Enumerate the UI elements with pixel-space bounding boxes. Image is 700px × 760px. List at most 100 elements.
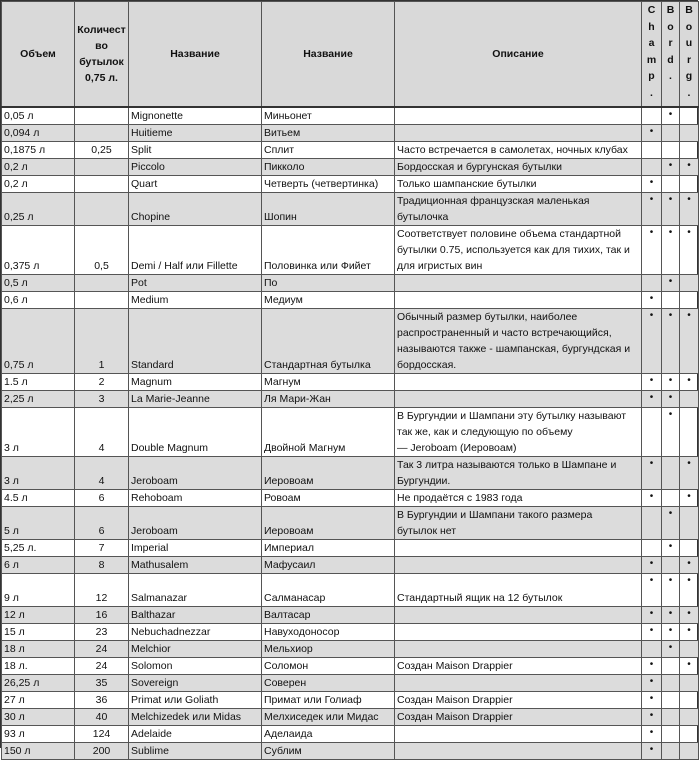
description-line: Так 3 литра называются только в Шампане … bbox=[397, 459, 617, 471]
bullet-mark-icon: • bbox=[649, 293, 654, 304]
champ-mark-cell bbox=[641, 158, 662, 176]
bullet-mark-icon: • bbox=[649, 558, 654, 569]
name-fr-cell: Mignonette bbox=[128, 106, 262, 125]
description-cell bbox=[394, 373, 642, 391]
description-cell bbox=[394, 742, 642, 760]
header-line: o bbox=[667, 20, 674, 33]
name-ru-cell: Иеровоам bbox=[261, 506, 395, 540]
description-cell: Часто встречается в самолетах, ночных кл… bbox=[394, 141, 642, 159]
count-cell: 7 bbox=[74, 539, 129, 557]
description-cell: Только шампанские бутылки bbox=[394, 175, 642, 193]
description-line: так же, как и следующую по объему bbox=[397, 426, 573, 438]
description-cell bbox=[394, 725, 642, 743]
bord-mark-cell: • bbox=[661, 192, 680, 226]
bullet-mark-icon: • bbox=[649, 227, 654, 238]
header-description: Описание bbox=[394, 1, 642, 108]
champ-mark-cell: • bbox=[641, 192, 662, 226]
description-cell bbox=[394, 674, 642, 692]
bourg-mark-cell bbox=[679, 124, 699, 142]
header-name-ru: Название bbox=[261, 1, 395, 108]
description-line: В Бургундии и Шампани эту бутылку называ… bbox=[397, 410, 627, 422]
name-fr-cell: Double Magnum bbox=[128, 407, 262, 457]
name-fr-cell: Demi / Half или Fillette bbox=[128, 225, 262, 275]
bullet-mark-icon: • bbox=[687, 491, 691, 502]
header-line: . bbox=[669, 70, 672, 82]
count-cell: 6 bbox=[74, 506, 129, 540]
count-cell: 8 bbox=[74, 556, 129, 574]
bourg-mark-cell: • bbox=[679, 623, 699, 641]
name-ru-cell: Мельхиор bbox=[261, 640, 395, 658]
description-line: Только шампанские бутылки bbox=[397, 178, 537, 190]
bord-mark-cell bbox=[661, 489, 680, 507]
bourg-mark-cell: • bbox=[679, 225, 699, 275]
count-cell bbox=[74, 274, 129, 292]
table-row: 93 л 124 Adelaide Аделаида • bbox=[1, 725, 699, 743]
name-fr-cell: Rehoboam bbox=[128, 489, 262, 507]
name-fr-cell: Magnum bbox=[128, 373, 262, 391]
name-fr-cell: Pot bbox=[128, 274, 262, 292]
bullet-mark-icon: • bbox=[668, 109, 673, 120]
count-cell bbox=[74, 175, 129, 193]
header-line: B bbox=[666, 4, 675, 16]
description-line: В Бургундии и Шампани такого размера bbox=[397, 509, 593, 521]
count-cell: 35 bbox=[74, 674, 129, 692]
name-fr-cell: Imperial bbox=[128, 539, 262, 557]
bord-mark-cell: • bbox=[661, 407, 680, 457]
bullet-mark-icon: • bbox=[649, 177, 654, 188]
bourg-mark-cell: • bbox=[679, 657, 699, 675]
name-fr-cell: Primat или Goliath bbox=[128, 691, 262, 709]
count-cell: 0,5 bbox=[74, 225, 129, 275]
bourg-mark-cell bbox=[679, 175, 699, 193]
header-line: во bbox=[95, 40, 108, 52]
description-cell: Не продаётся с 1983 года bbox=[394, 489, 642, 507]
bourg-mark-cell bbox=[679, 141, 699, 159]
champ-mark-cell: • bbox=[641, 742, 662, 760]
count-cell: 23 bbox=[74, 623, 129, 641]
bullet-mark-icon: • bbox=[668, 227, 673, 238]
description-cell: В Бургундии и Шампани такого размера буты… bbox=[394, 506, 642, 540]
description-line bbox=[397, 575, 639, 591]
description-line: Соответствует половине объема стандартно… bbox=[397, 228, 621, 240]
count-cell bbox=[74, 158, 129, 176]
count-cell: 6 bbox=[74, 489, 129, 507]
description-cell bbox=[394, 390, 642, 408]
name-ru-cell: Иеровоам bbox=[261, 456, 395, 490]
champ-mark-cell: • bbox=[641, 456, 662, 490]
description-line: Традиционная французская маленькая bbox=[397, 195, 590, 207]
bullet-mark-icon: • bbox=[668, 160, 673, 171]
volume-cell: 3 л bbox=[1, 407, 75, 457]
description-cell bbox=[394, 106, 642, 125]
name-ru-cell: Стандартная бутылка bbox=[261, 308, 395, 374]
count-cell: 1 bbox=[74, 308, 129, 374]
bullet-mark-icon: • bbox=[668, 642, 673, 653]
description-line: Бордосская и бургунская бутылки bbox=[397, 161, 562, 173]
bord-mark-cell bbox=[661, 691, 680, 709]
description-cell bbox=[394, 623, 642, 641]
bord-mark-cell bbox=[661, 725, 680, 743]
description-line: называются также - шампанская, бургундск… bbox=[397, 343, 631, 355]
bullet-mark-icon: • bbox=[687, 310, 691, 321]
description-cell: Обычный размер бутылки, наиболее распрост… bbox=[394, 308, 642, 374]
champ-mark-cell bbox=[641, 506, 662, 540]
volume-cell: 0,375 л bbox=[1, 225, 75, 275]
bord-mark-cell bbox=[661, 291, 680, 309]
name-ru-cell: Мелхиседек или Мидас bbox=[261, 708, 395, 726]
table-row: 2,25 л 3 La Marie-Jeanne Ля Мари-Жан • • bbox=[1, 390, 699, 408]
champ-mark-cell: • bbox=[641, 373, 662, 391]
count-cell bbox=[74, 106, 129, 125]
volume-cell: 9 л bbox=[1, 573, 75, 607]
bullet-mark-icon: • bbox=[668, 194, 673, 205]
name-fr-cell: Solomon bbox=[128, 657, 262, 675]
table-row: 3 л 4 Double Magnum Двойной Магнум В Бургунд… bbox=[1, 407, 699, 457]
table-row: 18 л. 24 Solomon Соломон Создан Maison Drapp… bbox=[1, 657, 699, 675]
champ-mark-cell: • bbox=[641, 674, 662, 692]
bullet-mark-icon: • bbox=[649, 727, 654, 738]
name-fr-cell: Mathusalem bbox=[128, 556, 262, 574]
header-line: p bbox=[648, 70, 655, 82]
bord-mark-cell: • bbox=[661, 106, 680, 125]
description-line: бордосская. bbox=[397, 359, 457, 371]
bord-mark-cell bbox=[661, 175, 680, 193]
count-cell: 2 bbox=[74, 373, 129, 391]
name-fr-cell: La Marie-Jeanne bbox=[128, 390, 262, 408]
